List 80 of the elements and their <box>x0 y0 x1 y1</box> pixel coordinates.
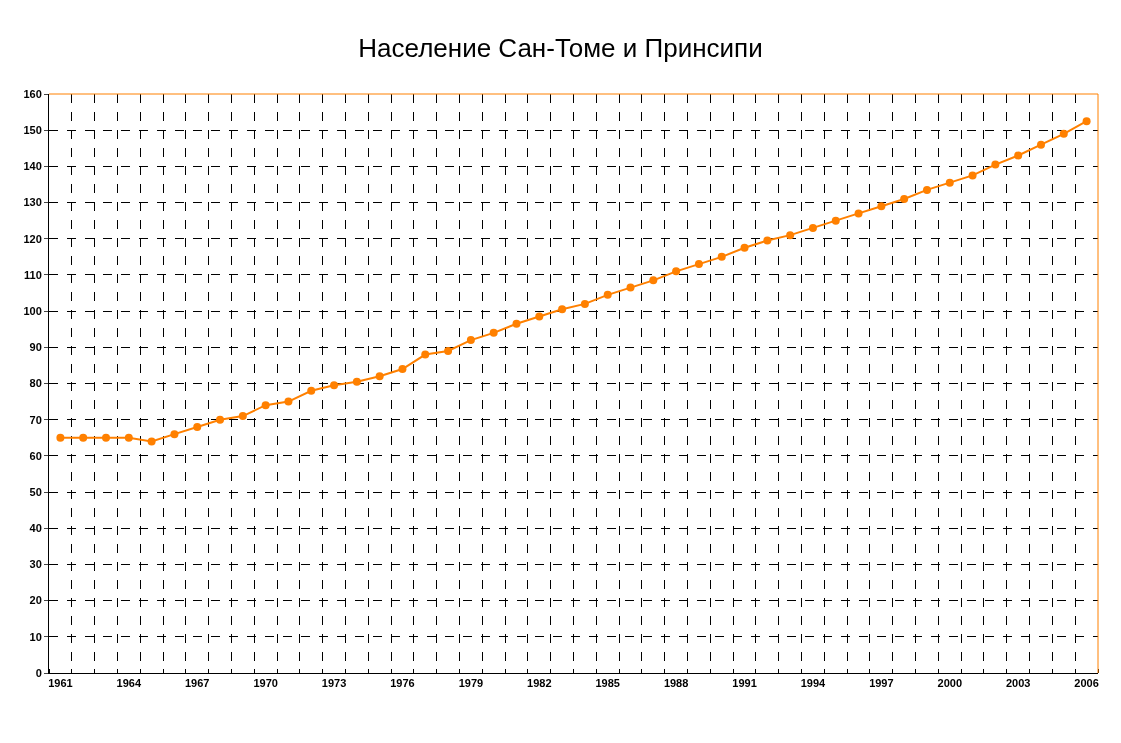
point <box>124 433 133 442</box>
x-tick-label: 1982 <box>527 677 552 690</box>
x-tick-label: 1979 <box>458 677 484 690</box>
x-tick-label: 1994 <box>800 677 827 690</box>
point <box>512 319 521 328</box>
point <box>284 397 293 406</box>
y-tick-label: 30 <box>29 558 42 571</box>
y-tick-label: 90 <box>29 341 42 354</box>
x-tick-label: 1976 <box>390 677 415 690</box>
point <box>398 365 407 374</box>
point <box>307 386 316 395</box>
point <box>922 185 931 194</box>
y-tick-label: 120 <box>23 232 42 245</box>
point <box>352 377 361 386</box>
point <box>968 171 977 180</box>
point <box>535 312 544 321</box>
point <box>147 437 156 446</box>
x-tick-label: 1967 <box>184 677 210 690</box>
point <box>193 422 202 431</box>
point <box>900 194 909 203</box>
chart-title: Население Сан-Томе и Принсипи <box>358 33 763 64</box>
point <box>763 236 772 245</box>
x-tick-label: 1970 <box>253 677 278 690</box>
point <box>694 260 703 269</box>
x-tick-label: 1988 <box>663 677 689 690</box>
point <box>444 346 453 355</box>
point <box>740 243 749 252</box>
x-tick-label: 2003 <box>1005 677 1031 690</box>
y-tick-label: 20 <box>29 594 42 607</box>
y-tick-label: 80 <box>29 377 42 390</box>
y-tick-label: 160 <box>23 87 42 100</box>
point <box>1082 117 1091 126</box>
y-tick-label: 100 <box>23 304 42 317</box>
point <box>877 202 886 211</box>
y-tick-label: 0 <box>35 666 42 679</box>
point <box>1014 151 1023 160</box>
point <box>330 381 339 390</box>
point <box>421 350 430 359</box>
y-tick-label: 110 <box>24 268 42 281</box>
point <box>216 415 225 424</box>
point <box>808 223 817 232</box>
point <box>558 305 567 314</box>
point <box>1036 140 1045 149</box>
y-tick-label: 10 <box>29 630 42 643</box>
point <box>261 401 270 410</box>
point <box>649 276 658 285</box>
point <box>717 252 726 261</box>
point <box>945 178 954 187</box>
point <box>626 283 635 292</box>
y-tick-label: 50 <box>29 485 42 498</box>
x-tick-label: 1991 <box>732 677 757 690</box>
point <box>466 336 475 345</box>
x-tick-label: 1985 <box>595 677 620 690</box>
point <box>238 412 247 421</box>
x-tick-label: 1997 <box>869 677 894 690</box>
point <box>56 433 65 442</box>
x-tick-label: 1973 <box>321 677 347 690</box>
point <box>1059 129 1068 138</box>
y-tick-label: 130 <box>23 196 42 209</box>
x-tick-label: 2006 <box>1074 677 1099 690</box>
point <box>991 160 1000 169</box>
point <box>102 433 111 442</box>
point <box>786 231 795 240</box>
point <box>170 430 179 439</box>
point <box>831 216 840 225</box>
point <box>489 328 498 337</box>
point <box>79 433 88 442</box>
x-tick-label: 1964 <box>116 677 142 690</box>
y-tick-label: 60 <box>29 449 42 462</box>
y-tick-label: 150 <box>23 124 42 137</box>
y-tick-label: 140 <box>23 160 42 173</box>
point <box>375 372 384 381</box>
point <box>580 299 589 308</box>
x-tick-label: 1961 <box>48 677 73 690</box>
point <box>854 209 863 218</box>
x-tick-label: 2000 <box>937 677 963 690</box>
y-tick-label: 70 <box>29 413 42 426</box>
point <box>672 267 681 276</box>
y-tick-label: 40 <box>29 522 42 535</box>
point <box>603 290 612 299</box>
